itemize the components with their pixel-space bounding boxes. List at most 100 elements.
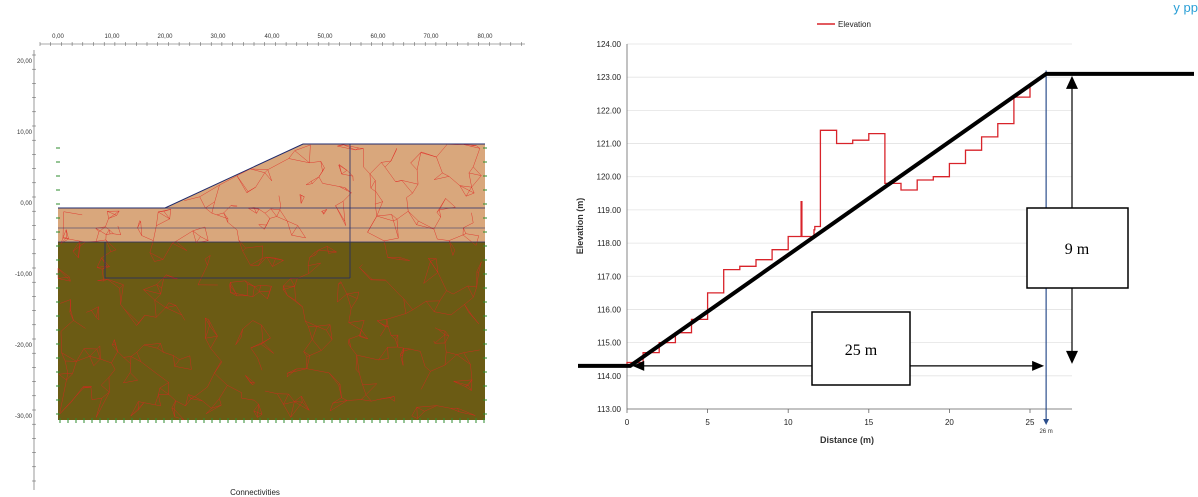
mesh-edge xyxy=(386,313,406,320)
mesh-edge xyxy=(406,197,409,212)
mesh-edge xyxy=(290,278,295,287)
mesh-edge xyxy=(307,257,310,266)
mesh-edge xyxy=(303,351,308,357)
mesh-edge xyxy=(276,209,281,217)
mesh-edge xyxy=(387,326,392,336)
mesh-edge xyxy=(403,348,411,352)
mesh-edge xyxy=(165,305,177,308)
mesh-edge xyxy=(283,404,291,418)
x-axis-label: Distance (m) xyxy=(820,435,874,445)
mesh-edge xyxy=(365,383,377,395)
mesh-edge xyxy=(216,212,224,216)
left-ruler: 20,00 10,00 0,00 -10,00 -20,00 -30,00 xyxy=(15,50,36,490)
mesh-edge xyxy=(89,356,101,360)
mesh-edge xyxy=(335,201,344,206)
mesh-edge xyxy=(278,195,281,206)
mesh-edge xyxy=(401,180,419,185)
mesh-edge xyxy=(307,265,310,274)
mesh-edge xyxy=(117,225,122,235)
mesh-edge xyxy=(123,379,138,384)
mesh-edge xyxy=(305,183,313,186)
mesh-edge xyxy=(97,267,103,270)
mesh-edge xyxy=(400,347,404,355)
mesh-edge xyxy=(163,352,174,356)
top-ruler-label: 50,00 xyxy=(317,34,333,40)
mesh-edge xyxy=(305,320,317,327)
top-ruler-label: 60,00 xyxy=(370,34,386,40)
mesh-edge xyxy=(254,400,259,405)
mesh-edge xyxy=(66,373,69,381)
mesh-edge xyxy=(410,348,415,351)
mesh-edge xyxy=(101,257,110,267)
y-tick-label: 114.00 xyxy=(597,372,621,381)
mesh-edge xyxy=(194,386,208,397)
mesh-edge xyxy=(110,249,117,252)
mesh-edge xyxy=(264,172,272,182)
mesh-edge xyxy=(318,249,337,253)
mesh-edge xyxy=(214,360,222,374)
distance-marker-label: 26 m xyxy=(1039,429,1052,435)
mesh-edge xyxy=(171,407,176,417)
mesh-edge xyxy=(229,284,237,294)
mesh-edge xyxy=(62,229,67,238)
mesh-edge xyxy=(384,160,392,168)
mesh-edge xyxy=(230,282,237,294)
mesh-edge xyxy=(381,323,389,327)
mesh-edge xyxy=(442,172,450,177)
mesh-edge xyxy=(369,173,376,181)
mesh-edge xyxy=(160,288,162,295)
mesh-edge xyxy=(468,172,472,188)
mesh-edge xyxy=(250,168,265,173)
mesh-edge xyxy=(346,293,358,299)
mesh-edge xyxy=(438,329,445,335)
mesh-edge xyxy=(246,187,256,193)
mesh-edge xyxy=(302,306,306,322)
mesh-edge xyxy=(249,382,253,385)
mesh-edge xyxy=(72,361,77,374)
mesh-edge xyxy=(412,184,419,194)
mesh-edge xyxy=(306,355,310,369)
mesh-edge xyxy=(266,257,273,267)
mesh-edge xyxy=(305,321,309,327)
mesh-edge xyxy=(288,158,310,164)
mesh-edge xyxy=(467,285,474,298)
mesh-edge xyxy=(211,212,217,216)
mesh-edge xyxy=(279,209,288,222)
mesh-edge xyxy=(106,265,110,267)
mesh-edge xyxy=(208,319,218,337)
mesh-edge xyxy=(393,220,399,239)
mesh-edge xyxy=(416,224,434,230)
mesh-edge xyxy=(219,398,222,406)
width-arrowhead-right xyxy=(1032,360,1045,371)
mesh-edge xyxy=(359,264,363,268)
mesh-edge xyxy=(283,393,289,405)
mesh-edge xyxy=(91,398,102,400)
mesh-edge xyxy=(462,234,477,246)
mesh-edge xyxy=(463,349,480,353)
mesh-edge xyxy=(120,284,124,305)
mesh-edge xyxy=(57,268,71,282)
mesh-edge xyxy=(156,284,161,295)
mesh-edge xyxy=(159,382,169,389)
mesh-edge xyxy=(210,336,218,349)
mesh-edge xyxy=(434,311,451,316)
mesh-edge xyxy=(101,377,110,386)
mesh-edge xyxy=(114,339,118,352)
mesh-edge xyxy=(143,284,157,290)
fe-model-panel: 0,00 10,00 20,00 30,00 40,00 50,00 60,00… xyxy=(15,34,525,497)
left-ruler-label: -10,00 xyxy=(15,272,33,278)
mesh-edge xyxy=(424,366,431,372)
mesh-edge xyxy=(174,416,184,420)
mesh-edge xyxy=(459,185,467,197)
mesh-edge xyxy=(473,166,482,176)
mesh-edge xyxy=(335,205,347,226)
mesh-edge xyxy=(205,404,222,414)
top-ruler-label: 30,00 xyxy=(210,34,226,40)
mesh-edge xyxy=(154,293,161,301)
legend-label: Elevation xyxy=(838,20,871,29)
mesh-edge xyxy=(264,169,268,173)
mesh-edge xyxy=(410,162,418,171)
mesh-edge xyxy=(444,351,447,366)
mesh-edge xyxy=(347,399,362,401)
mesh-edge xyxy=(384,166,396,182)
